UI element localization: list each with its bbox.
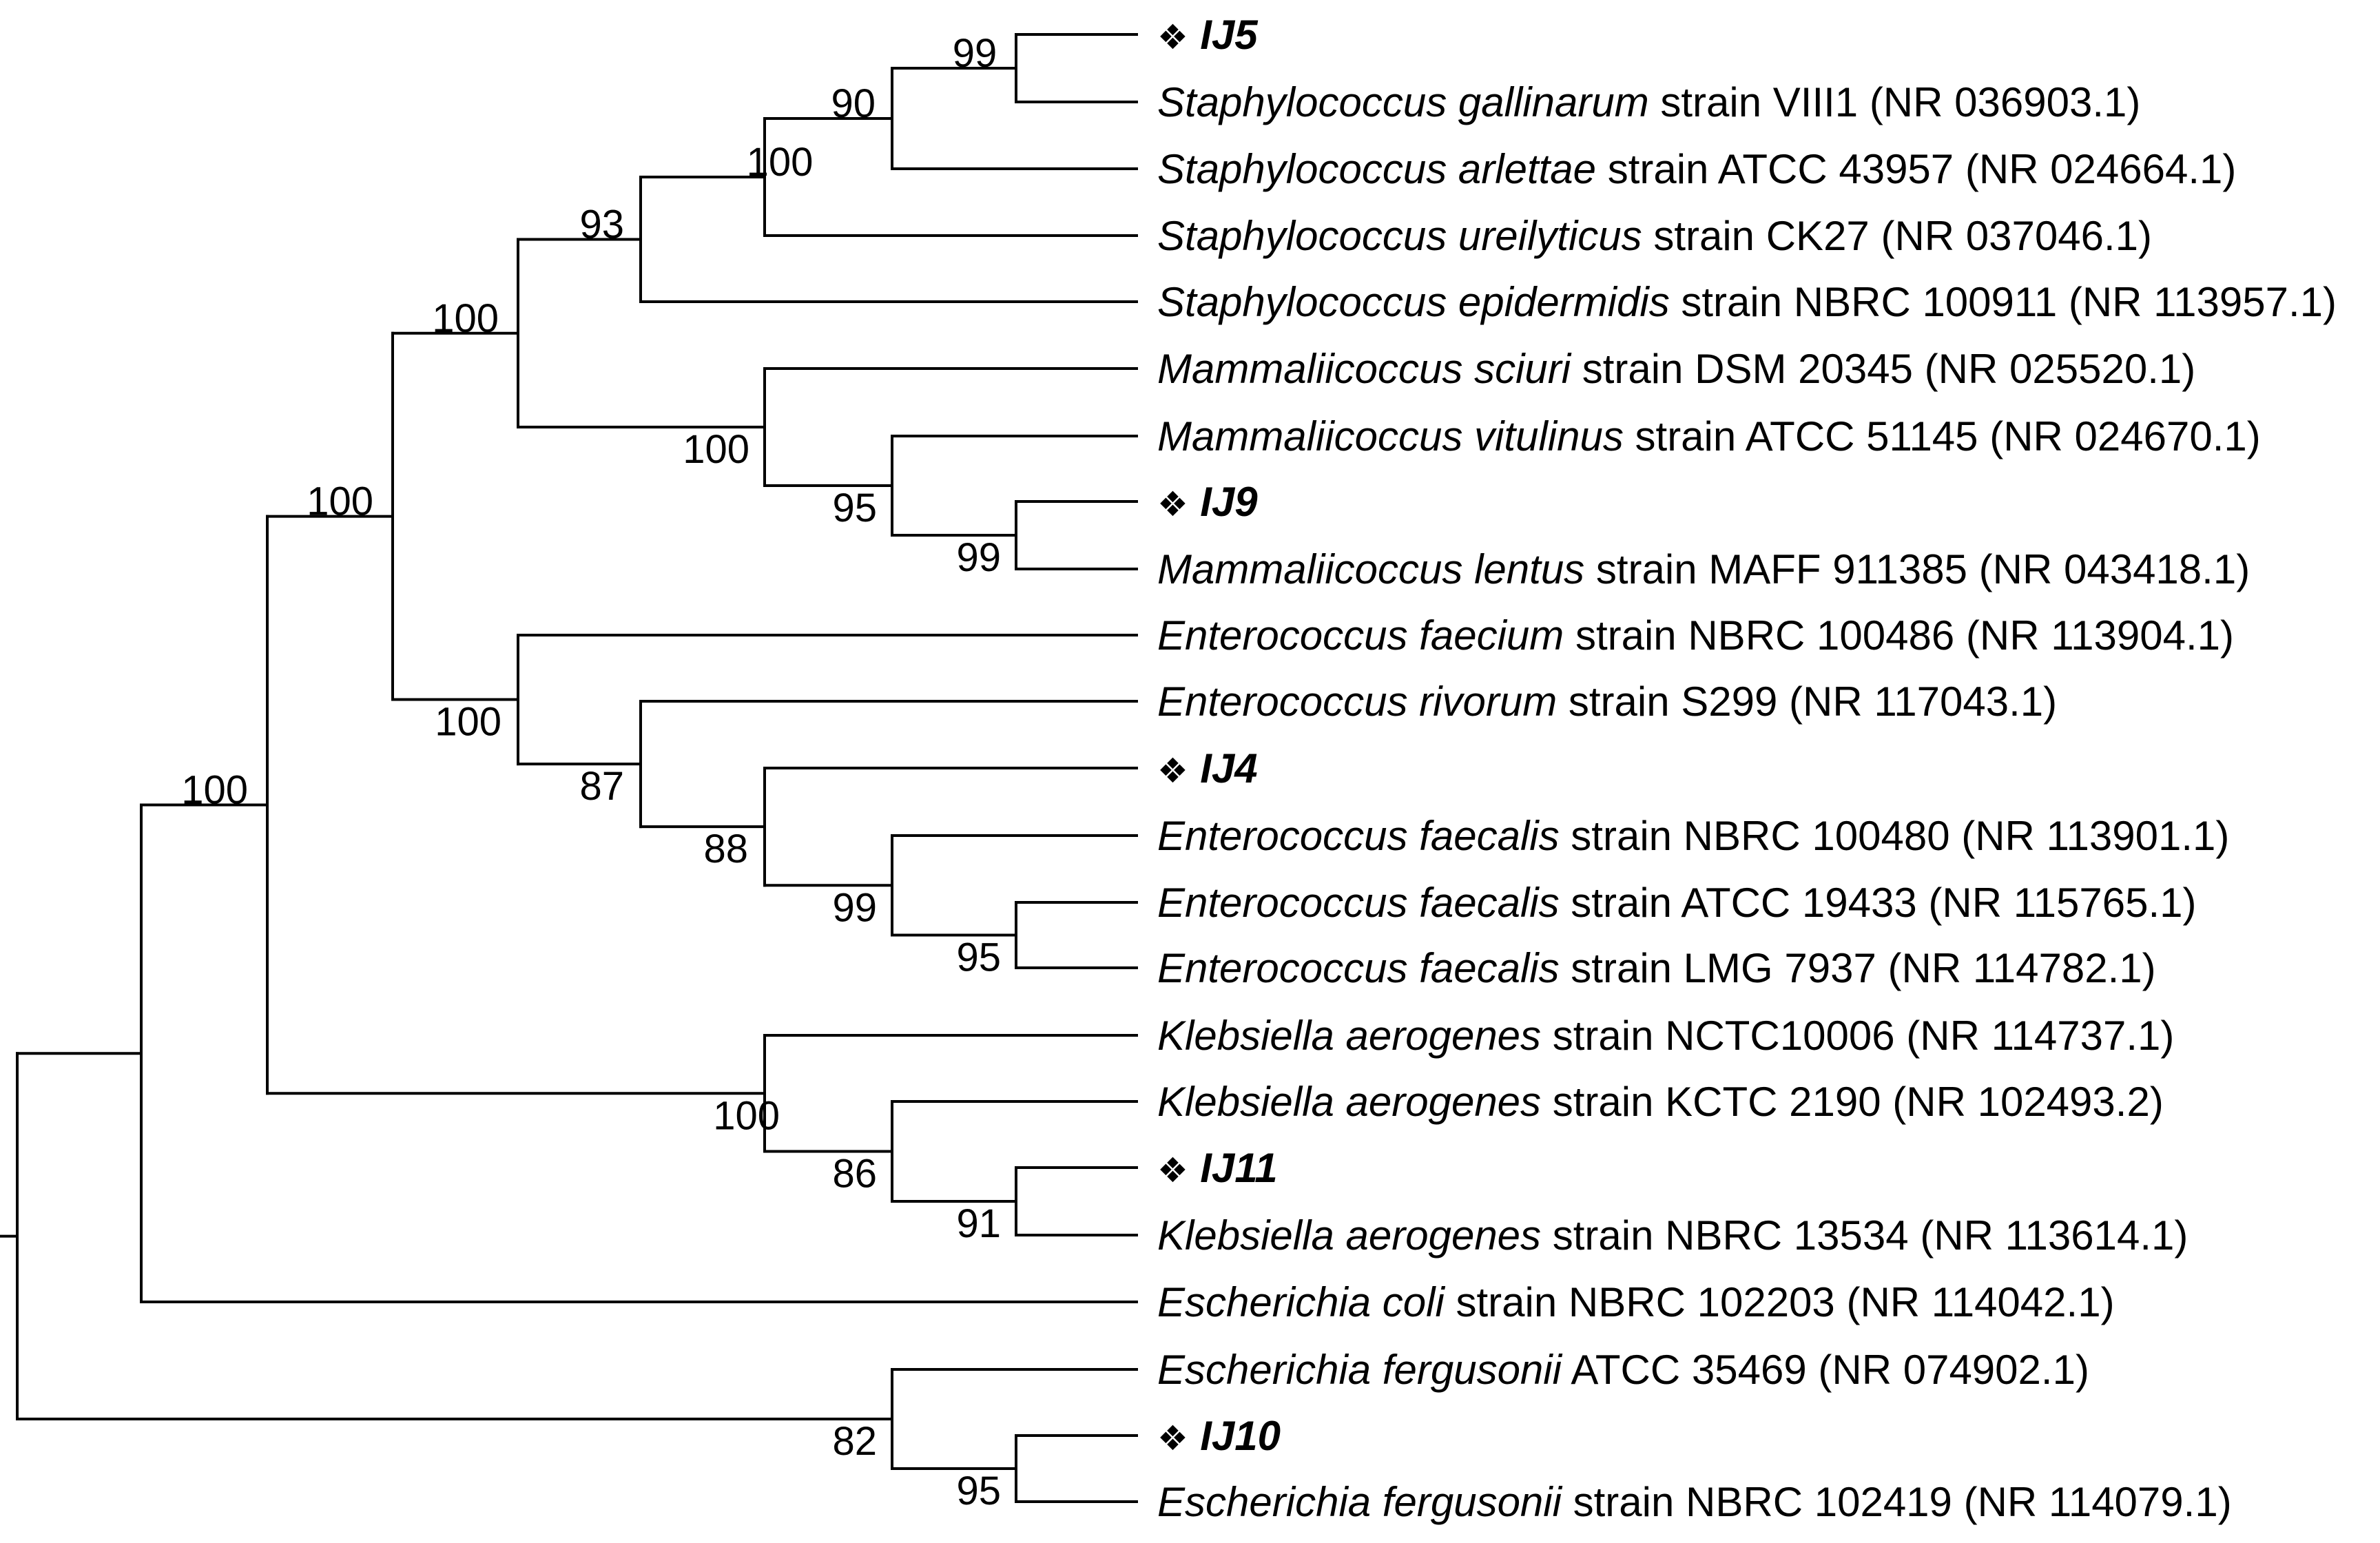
taxon-strain: ATCC 35469 (NR 074902.1) bbox=[1562, 1347, 2089, 1393]
taxon-strain: strain NBRC 100480 (NR 113901.1) bbox=[1560, 813, 2230, 859]
diamond-marker-icon: ❖ bbox=[1157, 1418, 1200, 1458]
bootstrap-value: 95 bbox=[956, 935, 1001, 980]
taxon-strain: strain LMG 7937 (NR 114782.1) bbox=[1560, 945, 2156, 991]
taxon-binomial: Klebsiella aerogenes bbox=[1157, 1079, 1541, 1125]
taxon-binomial: Escherichia fergusonii bbox=[1157, 1479, 1563, 1525]
taxon-strain: strain NBRC 13534 (NR 113614.1) bbox=[1541, 1212, 2188, 1259]
taxon-strain: strain ATCC 19433 (NR 115765.1) bbox=[1560, 880, 2197, 926]
bootstrap-value: 82 bbox=[832, 1419, 877, 1464]
taxon-strain: strain NCTC10006 (NR 114737.1) bbox=[1541, 1013, 2174, 1059]
taxon-label: Enterococcus faecalis strain ATCC 19433 … bbox=[1157, 880, 2197, 926]
taxon-strain: strain KCTC 2190 (NR 102493.2) bbox=[1541, 1079, 2164, 1125]
isolate-label: ❖ IJ5 bbox=[1157, 12, 1259, 58]
bootstrap-value: 93 bbox=[579, 203, 624, 247]
taxon-binomial: Mammaliicoccus sciuri bbox=[1157, 346, 1572, 392]
taxon-label: Mammaliicoccus sciuri strain DSM 20345 (… bbox=[1157, 346, 2195, 392]
taxon-binomial: Escherichia coli bbox=[1157, 1279, 1446, 1325]
taxon-label: Enterococcus faecalis strain LMG 7937 (N… bbox=[1157, 945, 2156, 991]
isolate-name: IJ4 bbox=[1200, 745, 1257, 791]
taxon-label: Mammaliicoccus vitulinus strain ATCC 511… bbox=[1157, 413, 2261, 459]
taxon-strain: strain VIII1 (NR 036903.1) bbox=[1649, 79, 2141, 125]
bootstrap-value: 95 bbox=[832, 486, 877, 530]
taxon-strain: strain DSM 20345 (NR 025520.1) bbox=[1571, 346, 2195, 392]
taxon-binomial: Mammaliicoccus vitulinus bbox=[1157, 413, 1624, 459]
bootstrap-value: 100 bbox=[432, 296, 499, 341]
taxon-label: Enterococcus rivorum strain S299 (NR 117… bbox=[1157, 679, 2057, 725]
isolate-name: IJ5 bbox=[1200, 12, 1259, 58]
taxon-label: Enterococcus faecium strain NBRC 100486 … bbox=[1157, 612, 2234, 659]
taxon-strain: strain S299 (NR 117043.1) bbox=[1557, 679, 2057, 725]
taxon-binomial: Staphylococcus ureilyticus bbox=[1157, 213, 1642, 259]
bootstrap-value: 87 bbox=[579, 764, 624, 809]
taxon-binomial: Mammaliicoccus lentus bbox=[1157, 546, 1584, 592]
isolate-label: ❖ IJ10 bbox=[1157, 1413, 1281, 1459]
taxon-binomial: Klebsiella aerogenes bbox=[1157, 1212, 1541, 1259]
taxon-strain: strain CK27 (NR 037046.1) bbox=[1642, 213, 2152, 259]
taxon-label: Escherichia fergusonii ATCC 35469 (NR 07… bbox=[1157, 1347, 2089, 1393]
isolate-name: IJ10 bbox=[1200, 1413, 1281, 1459]
taxon-label: Mammaliicoccus lentus strain MAFF 911385… bbox=[1157, 546, 2250, 592]
diamond-marker-icon: ❖ bbox=[1157, 1150, 1200, 1190]
bootstrap-values: 99 90 100 93 100 100 95 99 100 100 87 88 99 95 100 100 8… bbox=[181, 31, 1001, 1513]
bootstrap-value: 91 bbox=[956, 1201, 1001, 1246]
taxon-binomial: Enterococcus faecalis bbox=[1157, 813, 1560, 859]
taxon-strain: strain ATCC 43957 (NR 024664.1) bbox=[1596, 146, 2236, 192]
taxon-label: Escherichia coli strain NBRC 102203 (NR … bbox=[1157, 1279, 2115, 1325]
taxon-binomial: Enterococcus rivorum bbox=[1157, 679, 1557, 725]
taxon-labels: ❖ IJ5 Staphylococcus gallinarum strain VI… bbox=[1157, 12, 2337, 1525]
bootstrap-value: 99 bbox=[832, 885, 877, 930]
taxon-binomial: Klebsiella aerogenes bbox=[1157, 1013, 1541, 1059]
isolate-name: IJ11 bbox=[1200, 1145, 1277, 1191]
taxon-binomial: Enterococcus faecalis bbox=[1157, 945, 1560, 991]
taxon-binomial: Staphylococcus arlettae bbox=[1157, 146, 1596, 192]
bootstrap-value: 100 bbox=[307, 479, 373, 524]
taxon-binomial: Enterococcus faecalis bbox=[1157, 880, 1560, 926]
bootstrap-value: 86 bbox=[832, 1152, 877, 1197]
taxon-label: Enterococcus faecalis strain NBRC 100480… bbox=[1157, 813, 2229, 859]
taxon-label: Staphylococcus arlettae strain ATCC 4395… bbox=[1157, 146, 2236, 192]
taxon-strain: strain NBRC 102419 (NR 114079.1) bbox=[1562, 1479, 2232, 1525]
bootstrap-value: 99 bbox=[956, 535, 1001, 580]
taxon-label: Staphylococcus ureilyticus strain CK27 (… bbox=[1157, 213, 2152, 259]
diamond-marker-icon: ❖ bbox=[1157, 751, 1200, 791]
isolate-label: ❖ IJ11 bbox=[1157, 1145, 1278, 1191]
bootstrap-value: 88 bbox=[703, 827, 748, 871]
taxon-binomial: Enterococcus faecium bbox=[1157, 612, 1564, 659]
bootstrap-value: 100 bbox=[435, 700, 501, 745]
bootstrap-value: 90 bbox=[831, 81, 876, 126]
taxon-strain: strain MAFF 911385 (NR 043418.1) bbox=[1584, 546, 2250, 592]
bootstrap-value: 100 bbox=[181, 767, 248, 812]
taxon-label: Staphylococcus epidermidis strain NBRC 1… bbox=[1157, 279, 2337, 325]
taxon-label: Klebsiella aerogenes strain KCTC 2190 (N… bbox=[1157, 1079, 2164, 1125]
taxon-label: Staphylococcus gallinarum strain VIII1 (… bbox=[1157, 79, 2140, 125]
taxon-binomial: Escherichia fergusonii bbox=[1157, 1347, 1563, 1393]
bootstrap-value: 100 bbox=[683, 427, 749, 472]
bootstrap-value: 100 bbox=[713, 1093, 780, 1138]
taxon-label: Klebsiella aerogenes strain NCTC10006 (N… bbox=[1157, 1013, 2174, 1059]
taxon-label: Escherichia fergusonii strain NBRC 10241… bbox=[1157, 1479, 2232, 1525]
isolate-name: IJ9 bbox=[1200, 479, 1258, 525]
taxon-label: Klebsiella aerogenes strain NBRC 13534 (… bbox=[1157, 1212, 2188, 1259]
isolate-label: ❖ IJ9 bbox=[1157, 479, 1258, 525]
taxon-strain: strain NBRC 102203 (NR 114042.1) bbox=[1445, 1279, 2115, 1325]
taxon-strain: strain NBRC 100911 (NR 113957.1) bbox=[1670, 279, 2337, 325]
bootstrap-value: 99 bbox=[953, 31, 997, 76]
bootstrap-value: 95 bbox=[956, 1469, 1001, 1513]
taxon-binomial: Staphylococcus gallinarum bbox=[1157, 79, 1649, 125]
taxon-strain: strain NBRC 100486 (NR 113904.1) bbox=[1564, 612, 2234, 659]
bootstrap-value: 100 bbox=[747, 140, 814, 185]
isolate-label: ❖ IJ4 bbox=[1157, 745, 1258, 791]
diamond-marker-icon: ❖ bbox=[1157, 17, 1200, 57]
taxon-binomial: Staphylococcus epidermidis bbox=[1157, 279, 1670, 325]
tree-branches bbox=[0, 33, 1138, 1503]
diamond-marker-icon: ❖ bbox=[1157, 484, 1200, 524]
taxon-strain: strain ATCC 51145 (NR 024670.1) bbox=[1624, 413, 2261, 459]
